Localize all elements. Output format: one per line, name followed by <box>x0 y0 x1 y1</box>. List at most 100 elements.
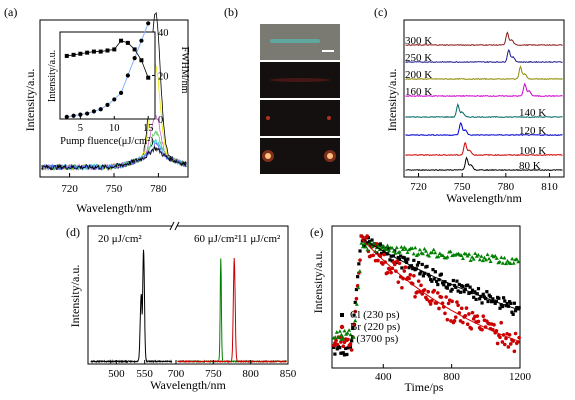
e-point-cl <box>448 282 452 287</box>
inset-xlabel: Pump fluence(μJ/cm²) <box>60 136 154 147</box>
e-point-i <box>362 241 367 246</box>
e-point-cl <box>419 270 423 274</box>
inset-fwhm-point-8 <box>119 38 124 43</box>
e-point-br <box>376 258 380 263</box>
inset-intensity-point-4 <box>91 109 97 114</box>
e-point-cl <box>436 283 440 287</box>
inset-intensity-point-5 <box>98 107 103 112</box>
panel-e-xlabel: Time/ps <box>405 380 444 394</box>
e-point-cl <box>396 255 400 260</box>
e-point-i <box>348 332 353 337</box>
e-point-i <box>482 255 487 260</box>
e-point-br <box>352 322 356 327</box>
inset-intensity-point-1 <box>71 113 76 118</box>
spectrum-c-1 <box>405 48 563 64</box>
e-point-br <box>382 252 386 257</box>
e-point-br <box>397 261 402 266</box>
e-point-cl <box>412 258 416 262</box>
e-point-cl <box>474 297 478 301</box>
e-point-br <box>437 306 441 311</box>
a-xtick-label-2: 780 <box>150 183 167 195</box>
e-point-i <box>399 245 404 249</box>
e-point-br <box>430 298 434 303</box>
e-point-cl <box>368 240 372 244</box>
e-point-cl <box>457 282 461 287</box>
e-point-cl <box>478 297 482 301</box>
e-point-cl <box>356 275 360 279</box>
panel-d-label-60: 60 μJ/cm² <box>194 233 238 245</box>
e-point-br <box>407 276 411 281</box>
e-point-br <box>452 319 457 323</box>
inset-intensity-point-0 <box>64 114 69 119</box>
e-point-cl <box>342 353 347 357</box>
e-point-i <box>404 247 409 251</box>
inset-ylabel-right: FWHM/nm <box>179 47 190 94</box>
e-point-cl <box>510 310 514 314</box>
inset-fwhm-point-7 <box>112 47 117 52</box>
e-point-cl <box>512 301 516 305</box>
panel-a-xlabel: Wavelength/nm <box>76 201 152 215</box>
e-point-i <box>477 257 482 262</box>
e-point-br <box>432 288 437 293</box>
e-point-i <box>459 253 464 258</box>
e-point-br <box>385 270 390 275</box>
panel-a: (a) 720 750 780 Wavelength/nm Intensity/a.… <box>4 5 190 215</box>
e-point-br <box>435 291 440 295</box>
e-point-cl <box>437 278 441 282</box>
e-point-br <box>459 306 464 311</box>
e-point-cl <box>499 303 503 307</box>
e-point-i <box>514 257 519 261</box>
e-point-cl <box>388 258 392 262</box>
e-point-i <box>463 251 468 256</box>
e-point-cl <box>354 287 359 292</box>
legend-marker-cl <box>340 313 344 317</box>
c-xtick-label-1: 750 <box>454 181 471 193</box>
e-point-br <box>495 341 500 346</box>
e-point-br <box>349 348 354 352</box>
e-point-cl <box>513 309 518 313</box>
e-xtick-label-0: 400 <box>375 371 392 383</box>
e-point-br <box>380 262 385 266</box>
e-point-i <box>485 252 490 257</box>
e-point-i <box>376 243 381 248</box>
end-spot-right-bright <box>327 153 333 159</box>
e-point-cl <box>417 261 421 265</box>
e-point-i <box>370 244 375 249</box>
e-point-i <box>476 252 481 257</box>
e-point-cl <box>461 284 465 289</box>
e-point-br <box>456 303 460 308</box>
e-point-i <box>473 251 478 255</box>
panel-c-xlabel: Wavelength/nm <box>446 191 522 205</box>
e-point-br <box>450 299 454 304</box>
e-point-br <box>412 274 416 278</box>
e-point-cl <box>333 352 337 356</box>
e-point-br <box>420 292 425 296</box>
e-point-cl <box>351 326 355 330</box>
e-point-cl <box>454 285 458 289</box>
e-point-br <box>453 315 458 319</box>
panel-c-xticks: 720 750 780 810 <box>410 173 558 193</box>
e-point-i <box>333 335 338 339</box>
e-point-br <box>502 342 507 347</box>
e-point-br <box>464 306 469 310</box>
e-point-i <box>353 318 358 323</box>
e-point-cl <box>402 256 406 260</box>
e-point-cl <box>473 290 477 294</box>
e-point-cl <box>406 257 410 261</box>
e-point-i <box>436 254 441 259</box>
e-point-br <box>475 314 480 318</box>
inset-fwhm-point-10 <box>132 47 137 52</box>
e-point-i <box>351 335 356 339</box>
e-fit-1 <box>362 239 517 341</box>
e-point-cl <box>470 288 475 292</box>
e-point-br <box>426 289 431 294</box>
e-point-cl <box>405 260 409 264</box>
e-point-br <box>346 337 350 342</box>
e-point-cl <box>467 291 471 296</box>
e-point-cl <box>497 296 501 300</box>
a-xtick-label-1: 750 <box>106 183 123 195</box>
e-point-cl <box>491 297 495 301</box>
temp-label-4: 140 K <box>519 107 546 119</box>
e-point-i <box>347 328 352 332</box>
e-point-i <box>390 245 395 250</box>
